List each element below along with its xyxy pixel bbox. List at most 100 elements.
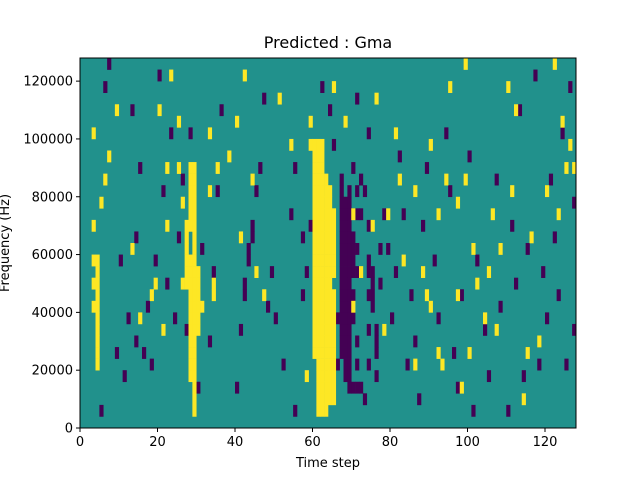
heatmap-cell-high [320, 150, 325, 163]
heatmap-cell-high [397, 173, 402, 186]
heatmap-cell-high [463, 173, 468, 186]
heatmap-cell-high [521, 393, 526, 406]
heatmap-cell-high [320, 404, 325, 417]
heatmap-cell-low [153, 254, 158, 267]
heatmap-cell-low [405, 358, 410, 371]
heatmap-cell-low [355, 381, 360, 394]
heatmap-cell-low [343, 370, 348, 383]
heatmap-cell-high [192, 243, 197, 255]
heatmap-cell-high [424, 289, 430, 302]
heatmap-cell-low [343, 323, 348, 336]
heatmap-cell-high [316, 231, 321, 244]
heatmap-cell-high [312, 196, 317, 209]
heatmap-cell-high [324, 358, 329, 371]
heatmap-cell-low [173, 312, 178, 325]
heatmap-cell-high [95, 347, 100, 359]
heatmap-cell-high [316, 323, 321, 336]
heatmap-cell-high [188, 347, 193, 359]
heatmap-cell-high [312, 243, 317, 255]
heatmap-cell-high [316, 393, 321, 406]
heatmap-cell-low [525, 243, 530, 255]
heatmap-cell-low [362, 393, 368, 406]
heatmap-cell-low [541, 266, 546, 278]
heatmap-cell-low [281, 358, 286, 371]
heatmap-cell-low [355, 92, 360, 105]
heatmap-cell-low [355, 243, 360, 255]
heatmap-cell-low [339, 300, 344, 313]
heatmap-cell-low [266, 300, 271, 313]
heatmap-cell-high [320, 347, 325, 359]
heatmap-cell-high [421, 266, 426, 278]
heatmap-cell-low [293, 162, 298, 174]
heatmap-cell-low [514, 277, 519, 290]
heatmap-cell-high [514, 104, 519, 117]
heatmap-cell-high [316, 208, 321, 221]
heatmap-cell-high [328, 323, 333, 336]
heatmap-cell-high [386, 208, 391, 221]
heatmap-cell-high [545, 185, 550, 198]
heatmap-cell-high [192, 347, 197, 359]
x-axis-label: Time step [295, 456, 360, 471]
heatmap-cell-low [343, 219, 348, 232]
heatmap-cell-low [556, 289, 561, 302]
heatmap-cell-low [304, 266, 309, 278]
heatmap-cell-high [552, 58, 557, 70]
heatmap-cell-low [289, 208, 294, 221]
heatmap-cell-high [328, 358, 333, 371]
heatmap-cell-high [192, 370, 197, 383]
heatmap-cell-low [258, 162, 263, 174]
heatmap-cell-low [207, 335, 213, 348]
heatmap-cell-high [188, 335, 193, 348]
heatmap-cell-high [91, 127, 96, 140]
heatmap-cell-low [390, 312, 395, 325]
heatmap-cell-low [378, 243, 383, 255]
heatmap-cell-high [188, 300, 193, 313]
heatmap-cell-high [320, 185, 325, 198]
heatmap-cell-high [471, 243, 476, 255]
heatmap-cell-high [99, 196, 104, 209]
heatmap-cell-high [153, 277, 158, 290]
heatmap-cell-low [188, 127, 193, 140]
heatmap-cell-high [382, 323, 387, 336]
heatmap-cell-high [188, 370, 193, 383]
heatmap-cell-high [161, 323, 166, 336]
heatmap-cell-high [331, 300, 337, 313]
heatmap-cell-high [149, 289, 154, 302]
heatmap-cell-high [331, 381, 337, 394]
heatmap-cell-high [436, 347, 441, 359]
heatmap-cell-low [506, 404, 511, 417]
heatmap-cell-high [95, 323, 100, 336]
heatmap-cell-high [328, 393, 333, 406]
heatmap-cell-high [320, 173, 325, 186]
heatmap-cell-low [235, 381, 240, 394]
heatmap-cell-high [328, 254, 333, 267]
heatmap-cell-low [552, 231, 557, 244]
heatmap-cell-high [331, 208, 337, 221]
heatmap-cell-high [316, 173, 321, 186]
heatmap-cell-high [304, 370, 309, 383]
heatmap-cells [80, 58, 577, 428]
y-axis-label: Frequency (Hz) [0, 194, 13, 292]
heatmap-cell-high [188, 208, 193, 221]
heatmap-cell-high [312, 185, 317, 198]
heatmap-cell-low [339, 289, 344, 302]
heatmap-cell-high [192, 231, 197, 244]
heatmap-cell-high [207, 127, 213, 140]
heatmap-cell-low [242, 277, 247, 290]
heatmap-cell-high [192, 300, 197, 313]
x-tick-label: 80 [382, 435, 399, 450]
heatmap-cell-low [339, 196, 344, 209]
heatmap-cell-high [312, 219, 317, 232]
heatmap-cell-low [351, 162, 356, 174]
heatmap-cell-high [444, 173, 449, 186]
heatmap-cell-low [510, 219, 515, 232]
heatmap-cell-low [401, 208, 406, 221]
heatmap-cell-high [289, 138, 294, 151]
heatmap-cell-low [339, 312, 344, 325]
heatmap-cell-high [328, 231, 333, 244]
heatmap-cell-high [331, 370, 337, 383]
heatmap-cell-low [343, 312, 348, 325]
heatmap-cell-high [328, 300, 333, 313]
heatmap-cell-high [564, 162, 569, 174]
heatmap-cell-high [277, 92, 282, 105]
